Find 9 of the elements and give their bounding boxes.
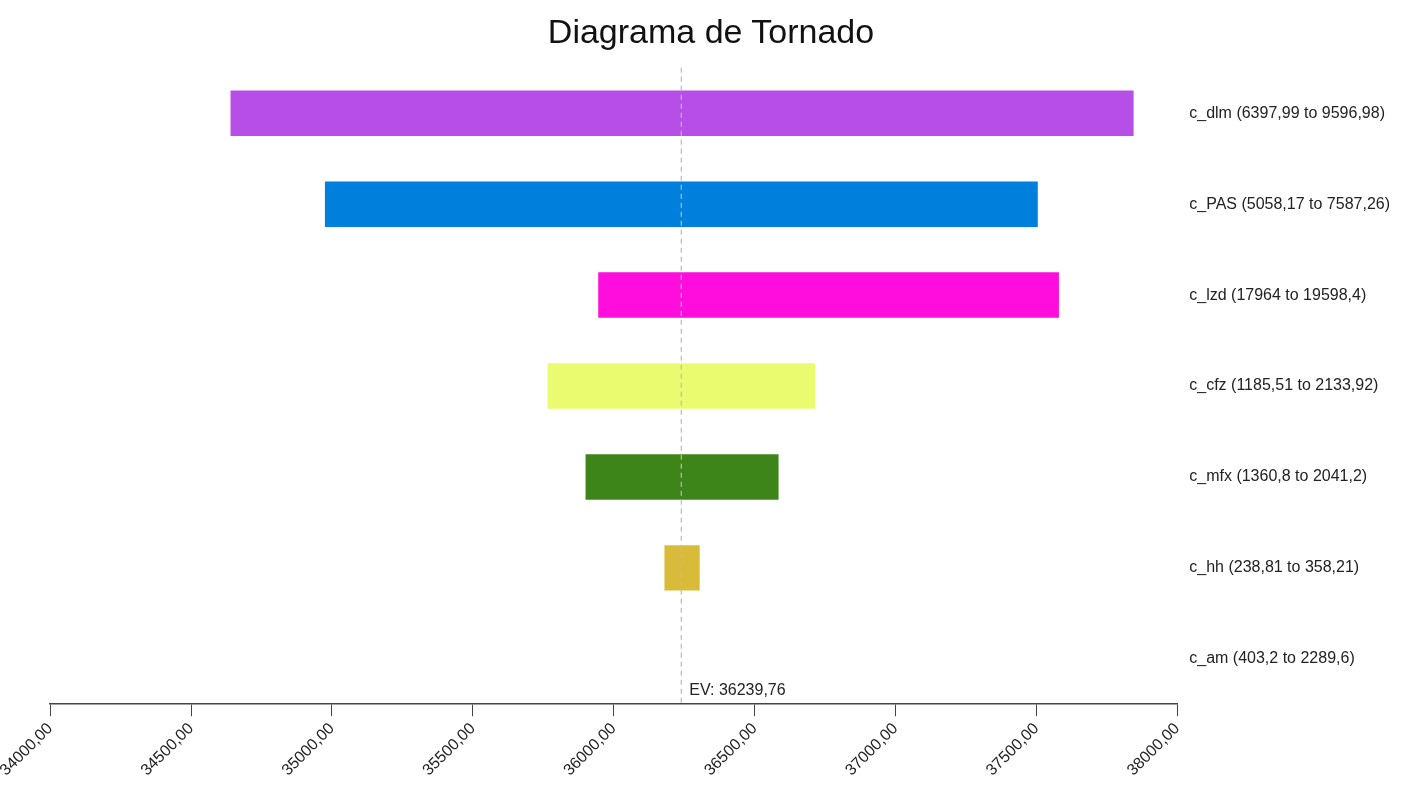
y-tick-label: c_cfz (1185,51 to 2133,92) [1189, 376, 1379, 395]
chart-title: Diagrama de Tornado [547, 11, 875, 50]
y-tick-label: c_am (403,2 to 2289,6) [1189, 649, 1355, 668]
y-tick-label: c_mfx (1360,8 to 2041,2) [1189, 467, 1368, 486]
y-tick-label: c_lzd (17964 to 19598,4) [1189, 285, 1367, 304]
y-tick-label: c_hh (238,81 to 358,21) [1189, 558, 1360, 577]
y-tick-label: c_dlm (6397,99 to 9596,98) [1189, 103, 1385, 122]
y-tick-label: c_PAS (5058,17 to 7587,26) [1189, 194, 1390, 213]
ref-line-label: EV: 36239,76 [689, 680, 786, 698]
